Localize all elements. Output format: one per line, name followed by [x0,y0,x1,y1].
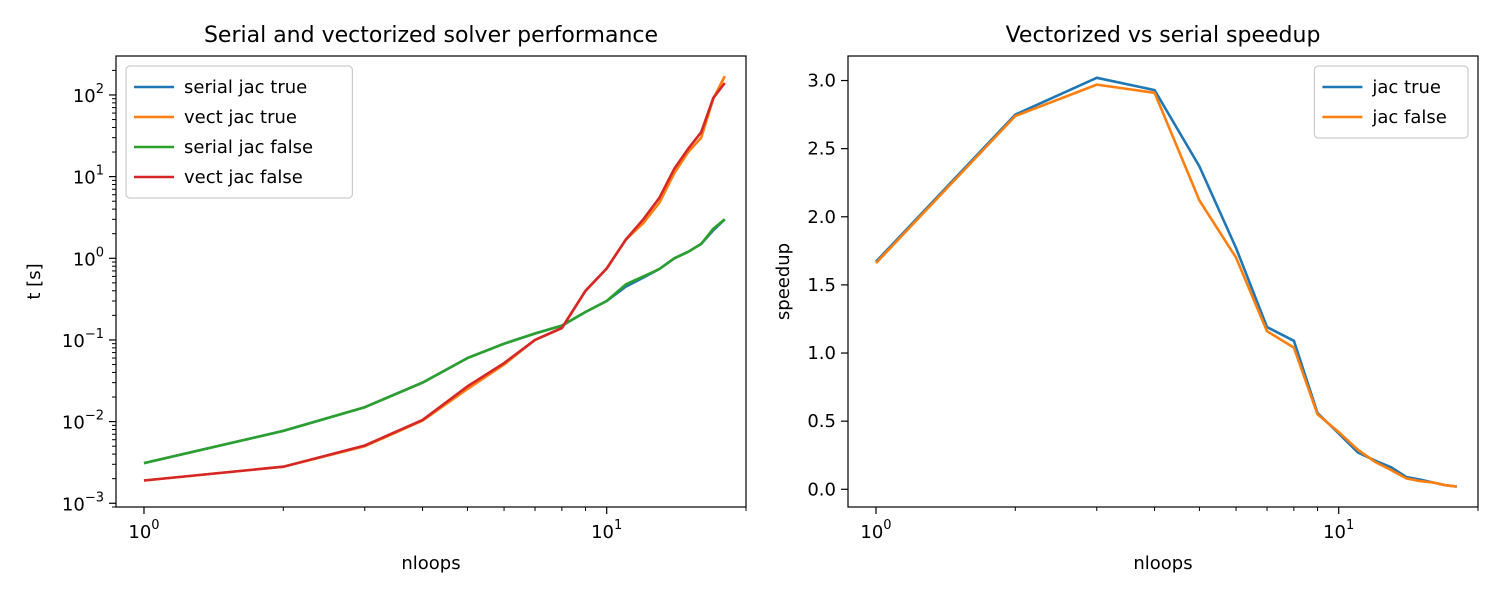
y-tick-label: 0.0 [807,479,836,500]
legend-label: jac false [1371,107,1446,128]
legend-label: serial jac false [184,137,313,158]
legend: jac true jac false [1313,65,1469,139]
series-line-jac-false [875,83,1457,488]
y-tick-label: 1.0 [807,343,836,364]
y-tick-label: 1.5 [807,275,836,296]
legend-box [1313,65,1469,139]
legend-label: jac true [1371,77,1441,98]
legend-label: serial jac true [184,77,307,98]
y-tick-label: 100 [73,245,104,270]
x-axis-label: nloops [401,553,460,574]
x-tick-label: 101 [1323,518,1354,543]
series-line-jac-true [875,76,1457,488]
y-tick-label: 101 [73,164,104,189]
x-tick-label: 100 [128,518,159,543]
chart-panel-1: 100 101 10−3 10−2 10−1 100 101 102 Serial and ve… [24,23,747,574]
y-tick-label: 10−1 [62,327,104,352]
series-line-serial-jac-false [143,218,726,465]
y-tick-label: 3.0 [807,71,836,92]
y-axis-label: speedup [773,243,794,320]
series-line-vect-jac-false [143,82,726,482]
x-axis-label: nloops [1133,553,1192,574]
x-tick-label: 100 [860,518,891,543]
y-axis-label: t [s] [24,263,45,299]
y-tick-label: 102 [73,82,104,107]
chart-panel-2: 100 101 0.0 0.5 1.0 1.5 2.0 2.5 3.0 Vectorized vs… [773,23,1479,574]
y-tick-label: 2.0 [807,207,836,228]
legend-box [125,65,353,199]
legend-label: vect jac true [184,107,297,128]
y-tick-label: 2.5 [807,139,836,160]
x-tick-label: 101 [591,518,622,543]
legend: serial jac true vect jac true serial jac f… [125,65,353,199]
legend-label: vect jac false [184,167,303,188]
chart-title: Serial and vectorized solver performance [204,23,658,48]
y-tick-label: 10−3 [62,490,104,515]
plot-frame [847,55,1479,508]
series-line-serial-jac-true [143,218,726,465]
plot-frame [115,55,747,508]
y-tick-label: 0.5 [807,411,836,432]
chart-title: Vectorized vs serial speedup [1006,23,1321,48]
y-tick-label: 10−2 [62,409,104,434]
